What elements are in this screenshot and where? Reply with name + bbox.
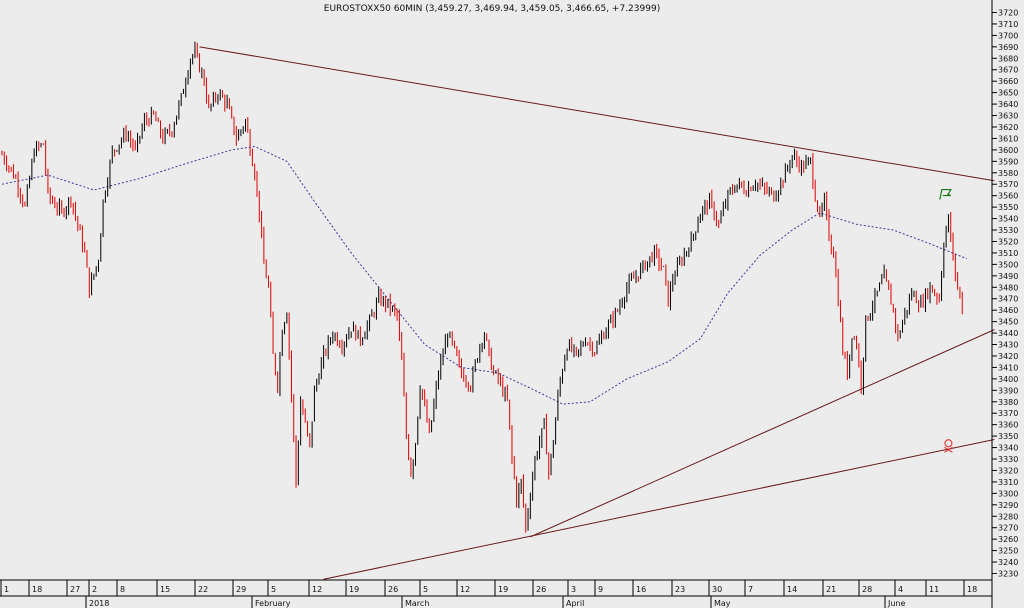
y-tick-label: 3630 — [998, 112, 1018, 121]
y-tick-label: 3550 — [998, 203, 1018, 212]
y-tick-label: 3270 — [998, 524, 1018, 533]
x-tick-label: 18 — [967, 585, 977, 594]
x-tick-label: 18 — [32, 585, 42, 594]
y-tick-label: 3570 — [998, 180, 1018, 189]
y-tick-label: 3310 — [998, 478, 1018, 487]
x-month-label: 2018 — [89, 599, 109, 608]
x-tick-label: 21 — [826, 585, 836, 594]
y-tick-label: 3700 — [998, 31, 1018, 40]
y-tick-label: 3290 — [998, 501, 1018, 510]
x-tick-label: 2 — [92, 585, 97, 594]
plot-layer — [1, 41, 995, 580]
y-tick-label: 3670 — [998, 66, 1018, 75]
y-tick-label: 3510 — [998, 249, 1018, 258]
y-tick-label: 3410 — [998, 363, 1018, 372]
x-tick-label: 29 — [236, 585, 246, 594]
y-tick-label: 3660 — [998, 77, 1018, 86]
y-tick-label: 3620 — [998, 123, 1018, 132]
flag-shape — [939, 188, 952, 200]
x-tick-label: 27 — [70, 585, 80, 594]
y-tick-label: 3350 — [998, 432, 1018, 441]
trendline — [530, 329, 995, 538]
y-tick-label: 3540 — [998, 215, 1018, 224]
y-tick-label: 3320 — [998, 466, 1018, 475]
y-tick-label: 3720 — [998, 9, 1018, 18]
x-tick-label: 19 — [349, 585, 359, 594]
x-tick-label: 5 — [423, 585, 428, 594]
y-tick-label: 3230 — [998, 570, 1018, 579]
y-tick-label: 3300 — [998, 489, 1018, 498]
x-tick-label: 22 — [198, 585, 208, 594]
y-tick-label: 3450 — [998, 318, 1018, 327]
y-tick-label: 3610 — [998, 134, 1018, 143]
y-tick-label: 3530 — [998, 226, 1018, 235]
x-month-label: May — [714, 599, 731, 608]
y-tick-label: 3580 — [998, 169, 1018, 178]
y-tick-label: 3330 — [998, 455, 1018, 464]
x-tick-label: 12 — [312, 585, 322, 594]
y-tick-label: 3460 — [998, 306, 1018, 315]
x-month-label: June — [887, 599, 906, 608]
y-tick-label: 3480 — [998, 283, 1018, 292]
x-tick-label: 14 — [787, 585, 797, 594]
chart-title: EUROSTOXX50 60MIN (3,459.27, 3,469.94, 3… — [324, 4, 660, 14]
crossbone — [944, 446, 953, 453]
y-tick-label: 3650 — [998, 89, 1018, 98]
y-tick-label: 3680 — [998, 54, 1018, 63]
x-month-label: February — [255, 599, 291, 608]
x-tick-label: 16 — [636, 585, 646, 594]
y-tick-label: 3690 — [998, 43, 1018, 52]
y-tick-label: 3340 — [998, 444, 1018, 453]
x-tick-label: 7 — [748, 585, 753, 594]
x-tick-label: 15 — [160, 585, 170, 594]
trendline — [323, 439, 995, 580]
y-tick-label: 3500 — [998, 260, 1018, 269]
x-tick-label: 8 — [120, 585, 125, 594]
green-flag-icon — [939, 188, 952, 200]
y-tick-label: 3470 — [998, 295, 1018, 304]
y-tick-label: 3520 — [998, 237, 1018, 246]
x-tick-label: 4 — [898, 585, 903, 594]
x-tick-label: 5 — [271, 585, 276, 594]
y-tick-label: 3430 — [998, 341, 1018, 350]
x-tick-label: 30 — [712, 585, 722, 594]
x-tick-label: 26 — [536, 585, 546, 594]
x-tick-label: 19 — [498, 585, 508, 594]
x-tick-label: 3 — [571, 585, 576, 594]
skull-icon — [944, 439, 953, 453]
x-tick-label: 28 — [862, 585, 872, 594]
y-tick-label: 3380 — [998, 398, 1018, 407]
trendline — [199, 46, 995, 182]
y-tick-label: 3640 — [998, 100, 1018, 109]
x-tick-label: 11 — [929, 585, 939, 594]
y-tick-label: 3280 — [998, 512, 1018, 521]
y-tick-label: 3600 — [998, 146, 1018, 155]
y-tick-label: 3400 — [998, 375, 1018, 384]
y-tick-label: 3440 — [998, 329, 1018, 338]
x-month-label: April — [566, 599, 584, 608]
x-tick-label: 12 — [460, 585, 470, 594]
y-tick-label: 3260 — [998, 535, 1018, 544]
y-tick-label: 3390 — [998, 386, 1018, 395]
y-tick-label: 3250 — [998, 547, 1018, 556]
y-tick-label: 3420 — [998, 352, 1018, 361]
y-tick-label: 3490 — [998, 272, 1018, 281]
y-tick-label: 3560 — [998, 192, 1018, 201]
y-tick-label: 3370 — [998, 409, 1018, 418]
x-tick-label: 26 — [388, 585, 398, 594]
y-tick-label: 3360 — [998, 421, 1018, 430]
y-tick-label: 3240 — [998, 558, 1018, 567]
x-tick-label: 23 — [675, 585, 685, 594]
y-tick-label: 3590 — [998, 157, 1018, 166]
y-tick-label: 3710 — [998, 20, 1018, 29]
x-month-label: March — [405, 599, 429, 608]
skull-head — [944, 439, 953, 448]
x-tick-label: 1 — [4, 585, 9, 594]
x-tick-label: 9 — [598, 585, 603, 594]
